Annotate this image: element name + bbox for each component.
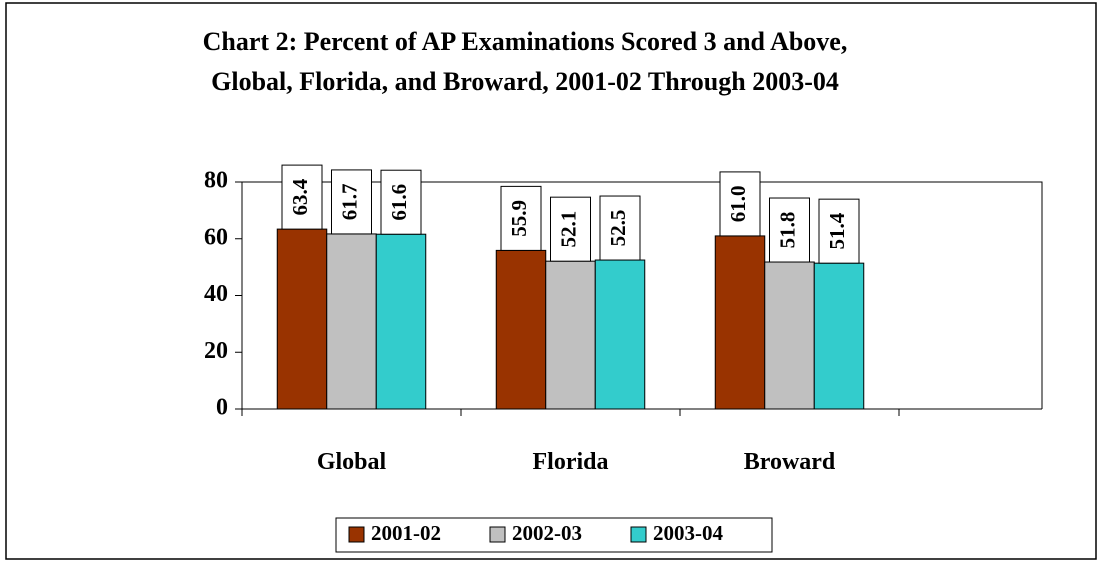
legend-swatch: [489, 526, 506, 543]
x-tick-label: Florida: [533, 449, 609, 475]
value-label: 52.5: [606, 210, 630, 247]
value-label-box: [500, 185, 542, 251]
value-label-box: [599, 195, 641, 261]
x-tick-label: Broward: [744, 449, 836, 475]
y-tick-label: 0: [216, 395, 228, 421]
value-label-box: [380, 169, 422, 235]
legend-label: 2003-04: [653, 521, 723, 545]
y-tick-label: 20: [204, 338, 228, 364]
legend-label: 2002-03: [512, 521, 582, 545]
legend-swatch: [348, 526, 365, 543]
bar: [326, 233, 377, 410]
value-label: 52.1: [556, 211, 580, 248]
value-label: 51.8: [775, 212, 799, 249]
value-label-box: [818, 198, 860, 264]
value-label-box: [550, 196, 591, 262]
value-label-box: [769, 197, 810, 263]
bar: [276, 228, 328, 410]
chart-frame: [5, 2, 1097, 560]
value-label: 61.7: [337, 184, 361, 221]
value-label: 55.9: [507, 200, 531, 237]
bar: [375, 233, 427, 410]
legend-swatch: [630, 526, 647, 543]
chart-title: Chart 2: Percent of AP Examinations Scor…: [203, 27, 848, 56]
value-label-box: [719, 171, 761, 237]
chart-title: Global, Florida, and Broward, 2001-02 Th…: [211, 67, 839, 96]
legend-label: 2001-02: [371, 521, 441, 545]
y-tick-label: 60: [204, 224, 228, 250]
bar: [764, 261, 815, 410]
value-label-box: [281, 164, 323, 230]
y-tick-label: 40: [204, 281, 228, 307]
x-tick-label: Global: [317, 449, 387, 475]
bar: [545, 260, 596, 410]
value-label: 61.6: [387, 184, 411, 221]
value-label: 61.0: [726, 186, 750, 223]
value-label-box: [331, 169, 372, 235]
bar: [813, 262, 865, 410]
value-label: 63.4: [288, 178, 312, 215]
value-label: 51.4: [825, 212, 849, 249]
y-tick-label: 80: [204, 168, 228, 194]
plot-border: [242, 181, 1043, 409]
legend-box: [335, 517, 773, 553]
bar: [495, 249, 547, 410]
bar: [594, 259, 646, 410]
bar: [714, 235, 766, 410]
